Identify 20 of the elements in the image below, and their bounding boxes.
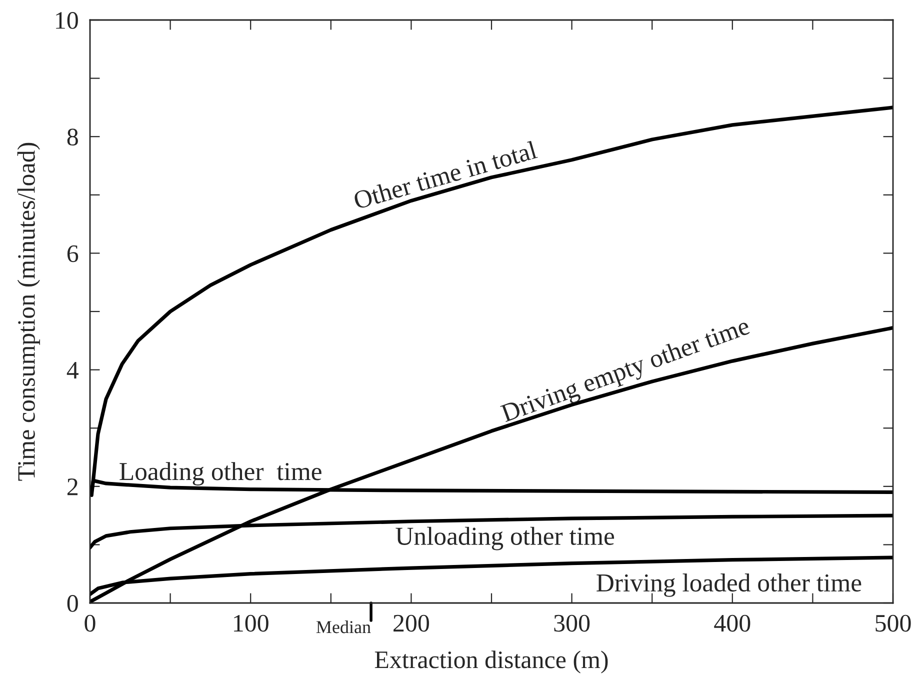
text: Driving empty other time [500,316,752,428]
series-label: Driving loaded other time [596,574,862,597]
x-axis-title: Extraction distance (m) [374,650,608,674]
x-tick-label: 300 [554,614,590,632]
x-tick-label: 200 [394,614,429,632]
y-axis-title: Time consumption (minutes/load) [17,142,40,481]
y-tick-label: 0 [67,595,78,612]
text: Other time in total [352,140,538,210]
series-label: Unloading other time [396,526,614,550]
x-tick-label: 400 [714,614,750,632]
x-tick-label: 100 [234,614,268,632]
x-tick-label: 500 [876,614,911,632]
y-tick-label: 6 [67,245,78,262]
ref-line-label: Median [316,620,371,634]
series-label: Loading other time [120,462,322,486]
y-tick-label: 8 [67,128,78,146]
y-tick-label: 10 [56,12,78,29]
x-tick-label: 0 [84,614,96,632]
y-tick-label: 2 [67,478,78,496]
y-tick-label: 4 [66,362,78,378]
